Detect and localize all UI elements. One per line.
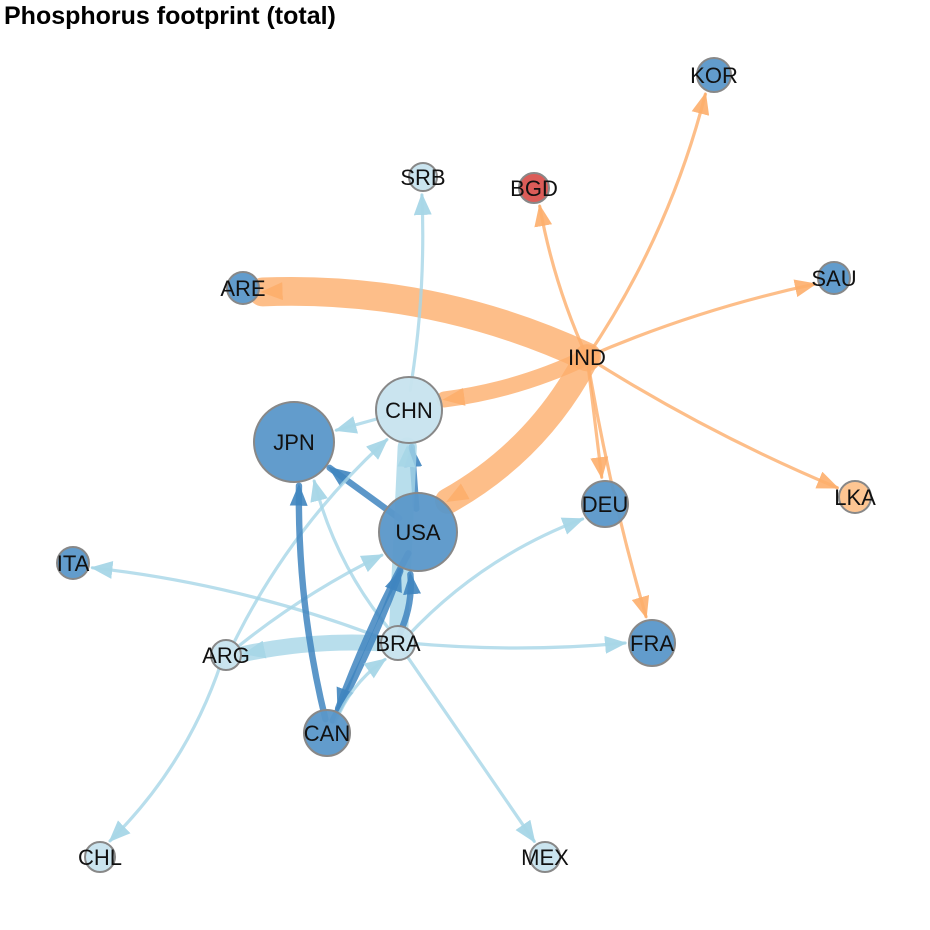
node-label-can: CAN [304,721,350,746]
node-mex: MEX [521,841,569,873]
node-usa: USA [378,492,458,572]
node-circle-kor [696,57,732,93]
node-fra: FRA [628,619,676,667]
node-circle-usa [378,492,458,572]
edge-ind-to-lka [585,355,840,490]
node-circle-fra [628,619,676,667]
edge-layer [90,92,840,843]
node-circle-lka [838,480,872,514]
node-lka: LKA [834,480,876,514]
node-ita: ITA [56,546,90,580]
edge-bra-to-mex [402,649,536,843]
node-circle-srb [408,162,438,192]
node-bra: BRA [375,625,421,661]
node-label-chl: CHL [78,845,122,870]
node-label-kor: KOR [690,63,738,88]
node-bgd: BGD [510,172,558,204]
node-label-ita: ITA [57,551,90,576]
node-jpn: JPN [253,401,335,483]
node-arg: ARG [202,639,250,671]
node-circle-chn [375,376,443,444]
node-label-jpn: JPN [273,430,315,455]
node-can: CAN [303,709,351,757]
node-label-sau: SAU [811,266,856,291]
node-label-bra: BRA [375,631,421,656]
edge-ind-to-usa [435,344,600,514]
node-circle-mex [529,841,561,873]
node-ind: IND [568,345,606,370]
edge-ind-to-chn [436,349,595,408]
node-deu: DEU [581,480,629,528]
edge-arg-to-chl [108,661,223,843]
edge-chn-to-srb [408,192,432,392]
node-label-chn: CHN [385,398,433,423]
node-circle-deu [581,480,629,528]
edge-usa-to-can [334,550,412,712]
edge-ind-to-kor [585,92,710,359]
node-label-arg: ARG [202,643,250,668]
node-circle-ita [56,546,90,580]
node-circle-arg [210,639,242,671]
edge-ind-to-sau [585,279,817,359]
edge-bra-to-fra [406,635,627,654]
node-label-bgd: BGD [510,176,558,201]
node-chn: CHN [375,376,443,444]
node-kor: KOR [690,57,738,93]
node-are: ARE [220,271,266,305]
node-circle-jpn [253,401,335,483]
node-circle-bra [380,625,416,661]
edge-bra-to-ita [90,561,390,643]
node-circle-sau [817,261,851,295]
node-label-usa: USA [395,520,441,545]
edge-bra-to-deu [404,517,585,639]
node-label-lka: LKA [834,485,876,510]
node-circle-are [226,271,260,305]
node-label-ind: IND [568,345,606,370]
node-srb: SRB [400,162,446,192]
chart-title: Phosphorus footprint (total) [4,2,336,30]
node-circle-chl [84,841,116,873]
node-circle-can [303,709,351,757]
node-label-mex: MEX [521,845,569,870]
node-sau: SAU [811,261,857,295]
node-label-are: ARE [220,276,265,301]
node-chl: CHL [78,841,122,873]
node-label-srb: SRB [400,165,445,190]
edge-ind-to-bgd [534,204,589,359]
edge-can-to-jpn [289,482,329,723]
node-label-fra: FRA [630,631,674,656]
edge-ind-to-are [248,276,602,372]
node-circle-bgd [518,172,550,204]
node-label-deu: DEU [582,492,628,517]
node-layer: KOR SRB BGD SAU ARE IND CHN JPN DEU LKA USA ITA ARG B… [56,57,876,873]
